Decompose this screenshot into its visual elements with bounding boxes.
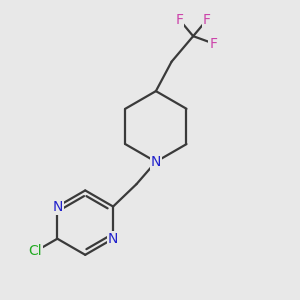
- Text: F: F: [175, 13, 183, 27]
- Text: F: F: [209, 37, 217, 50]
- Text: Cl: Cl: [28, 244, 42, 259]
- Text: F: F: [203, 13, 211, 27]
- Text: N: N: [52, 200, 62, 214]
- Text: N: N: [151, 155, 161, 169]
- Text: N: N: [108, 232, 118, 246]
